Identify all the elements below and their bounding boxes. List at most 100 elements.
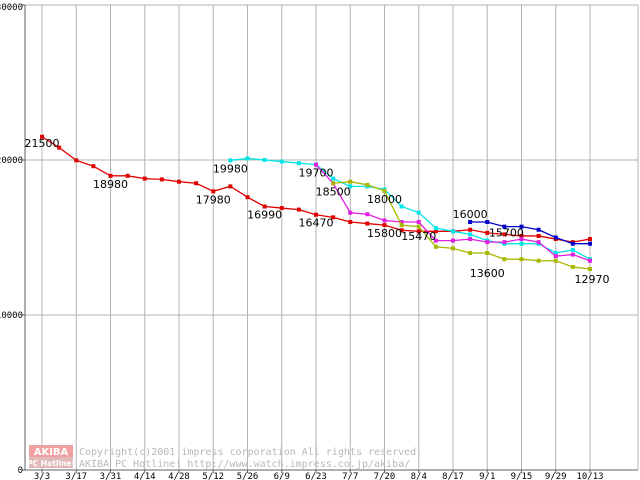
point-red-22 [416, 229, 421, 234]
series-red [40, 134, 592, 245]
logo-top-text: AKIBA [34, 447, 69, 458]
point-magenta-3 [365, 212, 370, 217]
point-magenta-6 [416, 220, 421, 224]
ytick-label-30000: 30000 [0, 3, 23, 13]
point-cyan-13 [451, 229, 455, 234]
site-url-line: AKIBA PC Hotline! http://www.watch.impre… [79, 459, 410, 470]
logo-bottom-text: PC Hotline! [27, 459, 75, 468]
point-magenta-16 [588, 258, 592, 263]
point-yellow-green-7 [451, 246, 455, 251]
xtick-label-5-26: 5/26 [237, 472, 259, 480]
point-yellow-green-15 [588, 266, 592, 271]
data-label-17980: 17980 [196, 193, 231, 206]
point-red-0 [40, 134, 44, 139]
point-blue-0 [468, 220, 473, 224]
data-label-16470: 16470 [299, 217, 334, 230]
point-blue-6 [570, 241, 575, 246]
point-yellow-green-12 [536, 258, 541, 263]
point-magenta-13 [536, 240, 541, 245]
point-magenta-8 [451, 238, 455, 243]
xtick-label-10-13: 10/13 [576, 472, 603, 480]
point-blue-5 [553, 235, 558, 240]
point-red-17 [331, 215, 336, 220]
point-blue-4 [536, 227, 541, 232]
point-magenta-7 [433, 238, 438, 243]
point-red-7 [159, 177, 164, 182]
point-red-28 [519, 233, 524, 238]
data-label-15800: 15800 [367, 227, 402, 240]
data-label-12970: 12970 [575, 273, 610, 286]
point-yellow-green-2 [365, 182, 370, 187]
xtick-label-4-28: 4/28 [168, 472, 190, 480]
data-label-21500: 21500 [25, 137, 60, 150]
point-cyan-11 [416, 210, 421, 215]
point-red-15 [296, 207, 301, 212]
point-yellow-green-6 [433, 244, 438, 249]
point-yellow-green-1 [348, 179, 353, 184]
point-red-21 [399, 228, 404, 233]
data-label-15700: 15700 [489, 227, 524, 240]
point-magenta-12 [519, 237, 524, 242]
series-yellow-green [331, 179, 592, 271]
point-yellow-green-11 [519, 257, 524, 262]
point-cyan-17 [519, 241, 524, 246]
point-magenta-9 [468, 237, 473, 242]
point-red-5 [125, 173, 130, 178]
point-cyan-3 [279, 159, 284, 164]
point-cyan-19 [553, 251, 558, 255]
point-cyan-4 [296, 161, 301, 166]
xtick-label-3-31: 3/31 [100, 472, 122, 480]
point-red-18 [348, 220, 353, 224]
point-red-1 [57, 145, 62, 150]
point-red-8 [177, 179, 181, 184]
point-red-19 [365, 221, 370, 226]
xtick-label-8-4: 8/4 [411, 472, 427, 480]
point-cyan-14 [468, 232, 473, 237]
point-cyan-12 [433, 226, 438, 231]
data-label-16000: 16000 [453, 208, 488, 221]
y-tick-labels: 0 10000 20000 30000 [0, 3, 23, 476]
x-tick-labels: 3/3 3/17 3/31 4/14 4/28 5/12 5/26 6/9 6/23 7/7 7/2… [34, 472, 604, 480]
point-cyan-20 [570, 247, 575, 252]
point-red-16 [314, 212, 318, 217]
xtick-label-6-9: 6/9 [274, 472, 290, 480]
series-line-yellow-green [333, 181, 591, 270]
point-blue-7 [588, 241, 592, 246]
xtick-label-9-1: 9/1 [479, 472, 495, 480]
xtick-label-3-17: 3/17 [65, 472, 87, 480]
xtick-label-8-17: 8/17 [442, 472, 464, 480]
point-cyan-1 [245, 156, 250, 161]
logo-top-box [29, 445, 73, 457]
point-yellow-green-4 [399, 223, 404, 228]
xtick-label-6-23: 6/23 [305, 472, 327, 480]
point-cyan-6 [331, 176, 336, 181]
point-red-12 [245, 195, 250, 200]
point-red-27 [502, 232, 507, 237]
point-yellow-green-8 [468, 251, 473, 255]
point-red-32 [588, 237, 592, 242]
point-red-3 [91, 164, 96, 169]
point-cyan-10 [399, 204, 404, 209]
data-label-19980: 19980 [213, 162, 248, 175]
series-magenta [314, 162, 592, 263]
point-yellow-green-9 [485, 251, 490, 255]
series-line-cyan [230, 157, 591, 260]
xtick-label-3-3: 3/3 [34, 472, 50, 480]
point-red-9 [194, 181, 199, 186]
series-line-blue [470, 221, 590, 245]
point-cyan-0 [228, 158, 233, 163]
point-red-4 [108, 173, 113, 178]
data-labels: 21500 18980 17980 19980 19700 16990 16470 18500… [25, 137, 610, 286]
point-yellow-green-5 [416, 224, 421, 229]
point-magenta-11 [502, 240, 507, 245]
point-red-6 [142, 176, 147, 181]
point-yellow-green-0 [331, 181, 336, 186]
point-magenta-15 [570, 252, 575, 257]
point-yellow-green-13 [553, 258, 558, 263]
point-magenta-0 [314, 162, 318, 167]
akiba-logo: AKIBA PC Hotline! [27, 445, 75, 468]
point-red-23 [433, 229, 438, 234]
point-magenta-14 [553, 254, 558, 259]
point-blue-1 [485, 220, 490, 224]
